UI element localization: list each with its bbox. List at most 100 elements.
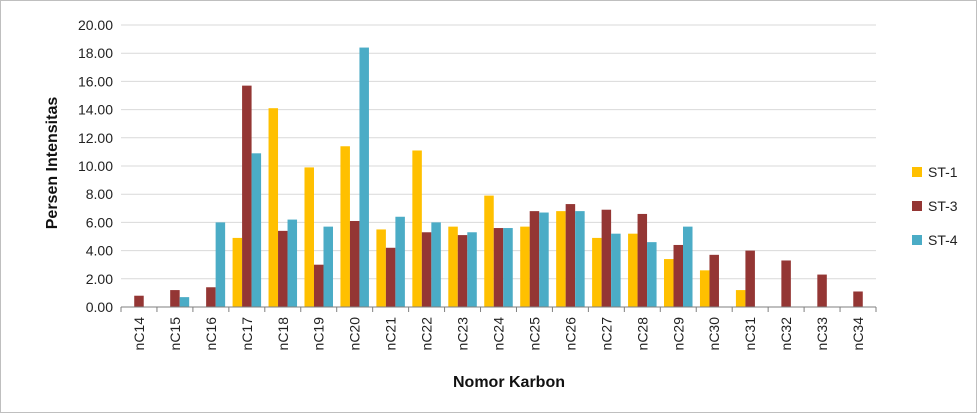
- x-tick-label: nC23: [455, 317, 471, 351]
- bar-ST-1-nC20: [340, 146, 350, 307]
- y-tick-label: 0.00: [86, 299, 113, 315]
- bars: [134, 47, 863, 308]
- bar-ST-1-nC30: [699, 270, 710, 307]
- y-tick-label: 6.00: [86, 214, 113, 230]
- bar-ST-3-nC25: [529, 211, 540, 307]
- x-tick-label: nC14: [131, 317, 147, 351]
- bar-ST-4-nC21: [395, 216, 405, 307]
- bar-ST-3-nC34: [853, 291, 863, 307]
- bar-ST-3-nC31: [745, 250, 755, 307]
- bar-ST-1-nC27: [592, 237, 602, 307]
- x-tick-label: nC24: [491, 317, 507, 351]
- bar-ST-4-nC15: [179, 297, 190, 307]
- y-tick-label: 18.00: [78, 45, 113, 61]
- bar-ST-4-nC29: [683, 226, 693, 307]
- series-ST-1: [232, 108, 746, 307]
- x-tick-label: nC33: [814, 317, 830, 351]
- legend-swatch: [912, 235, 922, 245]
- legend-swatch: [912, 201, 922, 211]
- x-tick-label: nC18: [275, 317, 291, 351]
- y-tick-label: 12.00: [78, 130, 113, 146]
- x-axis-title: Nomor Karbon: [453, 374, 565, 391]
- x-tick-label: nC16: [203, 317, 219, 351]
- series-ST-4: [179, 47, 693, 308]
- bar-ST-3-nC20: [349, 220, 360, 307]
- bar-ST-4-nC25: [539, 212, 549, 307]
- bar-ST-3-nC32: [781, 260, 791, 307]
- legend-label: ST-3: [928, 198, 958, 214]
- legend: ST-1 ST-3 ST-4: [912, 164, 958, 248]
- bar-ST-3-nC23: [457, 235, 468, 307]
- x-tick-label: nC27: [598, 317, 614, 351]
- bar-ST-1-nC31: [735, 290, 746, 307]
- y-tick-label: 16.00: [78, 73, 113, 89]
- bar-ST-4-nC27: [611, 233, 621, 307]
- bar-ST-1-nC26: [556, 211, 566, 307]
- bar-ST-4-nC20: [359, 47, 369, 308]
- y-tick-label: 14.00: [78, 102, 113, 118]
- bar-ST-4-nC24: [503, 228, 513, 307]
- bar-ST-3-nC29: [673, 244, 684, 307]
- bar-ST-1-nC25: [520, 226, 530, 307]
- bar-ST-1-nC22: [412, 150, 422, 307]
- x-tick-label: nC29: [670, 317, 686, 351]
- bar-ST-4-nC18: [287, 219, 298, 307]
- legend-swatch: [912, 167, 922, 177]
- x-tick-label: nC30: [706, 317, 722, 351]
- bar-ST-3-nC18: [278, 230, 288, 307]
- x-tick-label: nC32: [778, 317, 794, 351]
- y-tick-label: 20.00: [78, 17, 113, 33]
- y-tick-label: 2.00: [86, 271, 113, 287]
- x-axis-ticks: nC14 nC15 nC16 nC17 nC18 nC19 nC20 nC21 nC22 nC23…: [131, 317, 866, 351]
- bar-ST-4-nC28: [647, 242, 657, 307]
- bar-ST-3-nC24: [493, 228, 504, 307]
- bar-ST-1-nC24: [484, 195, 494, 307]
- bar-ST-3-nC26: [565, 204, 576, 307]
- bar-ST-4-nC17: [251, 153, 262, 307]
- bar-ST-1-nC21: [376, 229, 386, 307]
- y-tick-label: 8.00: [86, 186, 113, 202]
- bar-ST-1-nC23: [448, 226, 458, 307]
- bar-ST-4-nC16: [215, 222, 226, 307]
- bar-ST-3-nC33: [817, 274, 827, 307]
- bar-ST-3-nC27: [601, 209, 612, 307]
- y-axis-title: Persen Intensitas: [44, 97, 61, 230]
- x-tick-label: nC28: [634, 317, 650, 351]
- series-ST-3: [134, 85, 863, 307]
- bar-ST-3-nC28: [637, 213, 648, 307]
- bar-ST-3-nC16: [206, 287, 216, 307]
- bar-ST-3-nC15: [170, 290, 180, 307]
- x-tick-label: nC31: [742, 317, 758, 351]
- bar-ST-1-nC17: [232, 237, 243, 307]
- x-tick-label: nC15: [167, 317, 183, 351]
- bar-ST-1-nC29: [664, 259, 674, 307]
- x-tick-label: nC26: [562, 317, 578, 351]
- bar-ST-3-nC30: [709, 254, 719, 307]
- y-tick-label: 4.00: [86, 243, 113, 259]
- bar-ST-3-nC17: [242, 85, 252, 307]
- bar-ST-3-nC14: [134, 295, 144, 307]
- x-tick-label: nC20: [347, 317, 363, 351]
- bar-ST-3-nC21: [385, 247, 396, 307]
- x-tick-label: nC22: [419, 317, 435, 351]
- bar-ST-3-nC19: [313, 264, 324, 307]
- bar-ST-1-nC19: [304, 167, 314, 307]
- x-tick-label: nC21: [383, 317, 399, 351]
- bar-ST-3-nC22: [421, 232, 432, 307]
- x-tick-label: nC17: [239, 317, 255, 351]
- x-axis: [120, 306, 877, 312]
- bar-ST-4-nC26: [575, 211, 585, 307]
- bar-ST-4-nC19: [323, 226, 333, 307]
- legend-label: ST-4: [928, 232, 958, 248]
- y-tick-label: 10.00: [78, 158, 113, 174]
- bar-ST-1-nC18: [268, 108, 279, 307]
- x-tick-label: nC34: [850, 317, 866, 351]
- x-tick-label: nC19: [311, 317, 327, 351]
- bar-ST-1-nC28: [628, 233, 638, 307]
- bar-ST-4-nC23: [467, 232, 477, 307]
- x-tick-label: nC25: [526, 317, 542, 351]
- legend-label: ST-1: [928, 164, 958, 180]
- y-axis-ticks: 0.00 2.00 4.00 6.00 8.00 10.00 12.00 14.00 16.00…: [78, 17, 113, 315]
